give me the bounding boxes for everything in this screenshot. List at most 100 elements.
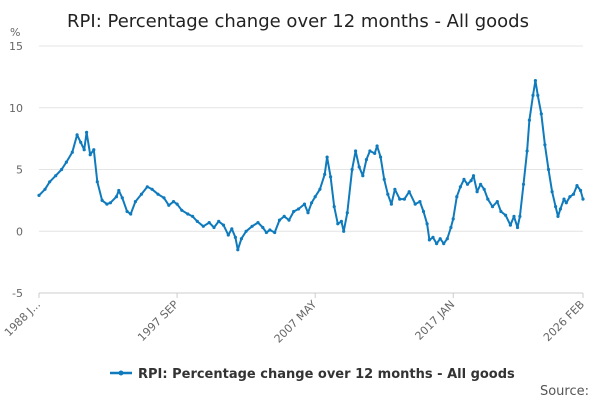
data-point[interactable]	[54, 174, 58, 178]
data-point[interactable]	[92, 148, 96, 152]
data-point[interactable]	[521, 182, 526, 186]
data-point[interactable]	[462, 177, 466, 181]
data-point[interactable]	[562, 197, 566, 201]
data-point[interactable]	[442, 242, 446, 246]
data-point[interactable]	[277, 218, 282, 222]
data-point[interactable]	[558, 207, 563, 211]
data-point[interactable]	[264, 230, 268, 235]
data-point[interactable]	[332, 205, 336, 209]
data-point[interactable]	[438, 237, 442, 241]
data-point[interactable]	[37, 193, 41, 197]
data-point[interactable]	[186, 212, 190, 216]
data-point[interactable]	[64, 160, 68, 164]
data-point[interactable]	[575, 184, 579, 188]
data-point[interactable]	[268, 228, 272, 232]
data-point[interactable]	[207, 221, 211, 225]
data-point[interactable]	[368, 149, 372, 153]
data-point[interactable]	[329, 175, 333, 179]
data-point[interactable]	[499, 209, 503, 214]
data-point[interactable]	[515, 225, 520, 230]
data-point[interactable]	[495, 200, 499, 204]
data-point[interactable]	[361, 174, 365, 178]
data-point[interactable]	[386, 192, 390, 196]
data-point[interactable]	[579, 188, 583, 193]
data-point[interactable]	[120, 196, 124, 200]
data-point[interactable]	[393, 187, 397, 191]
data-point[interactable]	[79, 140, 83, 144]
data-point[interactable]	[95, 180, 99, 184]
data-point[interactable]	[150, 187, 154, 191]
data-point[interactable]	[364, 158, 368, 162]
data-point[interactable]	[479, 182, 483, 186]
data-point[interactable]	[156, 192, 160, 196]
data-point[interactable]	[302, 202, 307, 206]
data-point[interactable]	[105, 202, 109, 206]
data-point[interactable]	[375, 144, 379, 148]
data-point[interactable]	[85, 130, 89, 134]
data-point[interactable]	[191, 214, 195, 218]
data-point[interactable]	[455, 195, 459, 199]
data-point[interactable]	[379, 155, 383, 159]
data-point[interactable]	[100, 198, 104, 202]
data-point[interactable]	[550, 190, 554, 194]
data-point[interactable]	[43, 187, 47, 191]
data-point[interactable]	[212, 225, 216, 230]
data-point[interactable]	[287, 218, 291, 222]
data-point[interactable]	[373, 151, 377, 155]
data-point[interactable]	[490, 205, 495, 209]
data-point[interactable]	[407, 190, 411, 194]
data-point[interactable]	[482, 187, 486, 191]
data-point[interactable]	[504, 213, 508, 217]
data-point[interactable]	[296, 207, 301, 211]
data-point[interactable]	[70, 150, 74, 154]
data-point[interactable]	[527, 118, 532, 122]
data-point[interactable]	[421, 209, 426, 214]
data-point[interactable]	[323, 172, 327, 176]
data-point[interactable]	[486, 197, 490, 201]
data-point[interactable]	[82, 148, 86, 152]
source-label[interactable]: Source:	[540, 384, 589, 399]
data-point[interactable]	[282, 214, 286, 218]
data-point[interactable]	[239, 237, 243, 241]
data-point[interactable]	[568, 195, 572, 199]
data-point[interactable]	[398, 197, 402, 201]
data-point[interactable]	[139, 192, 143, 196]
data-point[interactable]	[469, 179, 473, 183]
data-point[interactable]	[581, 197, 585, 201]
data-point[interactable]	[402, 197, 406, 201]
data-point[interactable]	[129, 212, 133, 216]
data-point[interactable]	[427, 238, 431, 242]
data-point[interactable]	[435, 242, 439, 246]
data-point[interactable]	[475, 190, 479, 194]
data-point[interactable]	[180, 208, 184, 212]
data-point[interactable]	[167, 203, 171, 207]
data-point[interactable]	[236, 248, 240, 252]
data-point[interactable]	[539, 112, 543, 116]
data-point[interactable]	[512, 214, 516, 218]
data-point[interactable]	[536, 93, 540, 97]
data-point[interactable]	[117, 188, 121, 193]
data-point[interactable]	[292, 209, 296, 214]
data-point[interactable]	[195, 219, 199, 223]
data-point[interactable]	[533, 79, 538, 83]
data-point[interactable]	[230, 227, 234, 231]
data-point[interactable]	[318, 187, 322, 191]
data-point[interactable]	[175, 202, 179, 206]
data-point[interactable]	[465, 182, 470, 186]
data-point[interactable]	[244, 229, 248, 233]
data-point[interactable]	[345, 211, 349, 215]
data-point[interactable]	[445, 237, 449, 241]
data-point[interactable]	[525, 149, 529, 153]
data-point[interactable]	[471, 174, 476, 178]
data-point[interactable]	[60, 167, 64, 172]
data-point[interactable]	[125, 209, 129, 214]
data-point[interactable]	[554, 205, 558, 209]
data-point[interactable]	[543, 143, 547, 147]
data-point[interactable]	[458, 185, 462, 189]
data-point[interactable]	[162, 196, 166, 200]
data-point[interactable]	[75, 133, 79, 137]
data-point[interactable]	[313, 195, 317, 199]
data-point[interactable]	[201, 224, 205, 228]
data-point[interactable]	[382, 177, 386, 181]
data-point[interactable]	[171, 200, 176, 204]
